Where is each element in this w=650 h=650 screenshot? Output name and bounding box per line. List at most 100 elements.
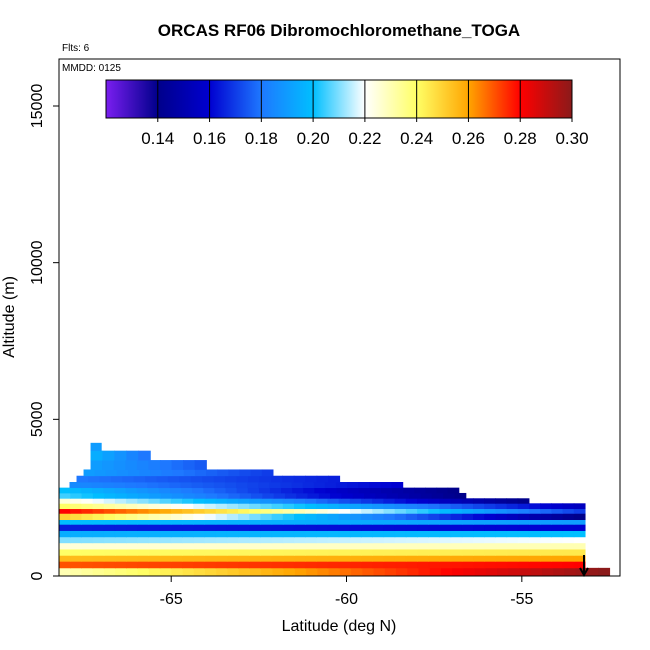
heatmap-cell bbox=[361, 498, 373, 504]
heatmap-cell bbox=[103, 536, 116, 544]
heatmap-cell bbox=[137, 519, 150, 525]
heatmap-cell bbox=[375, 492, 388, 499]
heatmap-cell bbox=[126, 555, 138, 562]
heatmap-cell bbox=[92, 492, 105, 499]
heatmap-cell bbox=[316, 524, 329, 531]
x-axis: -65 -60 -55 bbox=[160, 576, 533, 608]
heatmap-cell bbox=[361, 524, 373, 531]
heatmap-cell bbox=[226, 542, 239, 550]
heatmap-cell bbox=[193, 555, 206, 562]
heatmap-cell bbox=[327, 498, 340, 504]
heatmap-cell bbox=[204, 542, 217, 550]
heatmap-cell bbox=[258, 487, 271, 494]
x-tick-label: -60 bbox=[335, 591, 358, 608]
heatmap-cell bbox=[405, 503, 418, 510]
heatmap-cell bbox=[282, 475, 295, 483]
heatmap-cell bbox=[238, 561, 250, 569]
heatmap-cell bbox=[316, 530, 329, 538]
heatmap-cell bbox=[551, 555, 564, 562]
heatmap-cell bbox=[125, 487, 138, 494]
heatmap-cell bbox=[59, 519, 71, 525]
plot-frame bbox=[58, 58, 621, 577]
heatmap-cell bbox=[383, 508, 396, 514]
heatmap-cell bbox=[305, 508, 317, 514]
heatmap-cell bbox=[305, 561, 317, 569]
heatmap-cell bbox=[148, 561, 161, 569]
date-note: MMDD: 0125 bbox=[62, 63, 121, 74]
heatmap-cell bbox=[137, 513, 150, 520]
heatmap-cell bbox=[193, 549, 206, 556]
heatmap-cell bbox=[125, 482, 137, 489]
heatmap-cell bbox=[271, 549, 284, 556]
heatmap-cell bbox=[293, 536, 306, 544]
heatmap-cell bbox=[70, 555, 82, 562]
heatmap-cell bbox=[473, 508, 485, 514]
heatmap-cell bbox=[70, 542, 82, 550]
heatmap-cell bbox=[282, 498, 295, 504]
heatmap-cell bbox=[407, 567, 420, 577]
heatmap-cell bbox=[158, 482, 171, 489]
heatmap-cell bbox=[214, 487, 227, 494]
heatmap-cell bbox=[102, 450, 115, 461]
heatmap-cell bbox=[383, 513, 396, 520]
heatmap-cell bbox=[103, 567, 116, 577]
heatmap-cell bbox=[428, 524, 441, 531]
heatmap-cell bbox=[249, 508, 262, 514]
heatmap-cell bbox=[364, 492, 376, 499]
heatmap-cell bbox=[293, 530, 306, 538]
heatmap-cell bbox=[148, 524, 161, 531]
heatmap-cell bbox=[249, 503, 262, 510]
heatmap-cell bbox=[551, 508, 564, 514]
heatmap-cell bbox=[70, 536, 82, 544]
heatmap-cell bbox=[417, 549, 429, 556]
heatmap-cell bbox=[306, 567, 318, 577]
heatmap-cell bbox=[562, 503, 575, 510]
heatmap-cell bbox=[59, 555, 71, 562]
colorbar-tick-label: 0.26 bbox=[452, 129, 485, 148]
heatmap-cell bbox=[484, 536, 497, 544]
heatmap-cell bbox=[170, 503, 183, 510]
heatmap-cell bbox=[349, 536, 362, 544]
heatmap-cell bbox=[92, 524, 105, 531]
heatmap-cell bbox=[528, 555, 541, 562]
heatmap-cell bbox=[226, 503, 239, 510]
heatmap-cell bbox=[553, 567, 566, 577]
heatmap-cell bbox=[194, 492, 207, 499]
heatmap-cell bbox=[484, 542, 497, 550]
heatmap-cell bbox=[226, 519, 239, 525]
heatmap-cell bbox=[369, 482, 382, 489]
heatmap-cell bbox=[373, 567, 386, 577]
heatmap-cell bbox=[70, 487, 82, 494]
heatmap-cell bbox=[159, 519, 172, 525]
heatmap-cell bbox=[506, 498, 519, 504]
heatmap-cell bbox=[206, 469, 218, 477]
heatmap-cell bbox=[102, 482, 115, 489]
heatmap-cell bbox=[183, 460, 196, 470]
heatmap-cell bbox=[562, 561, 575, 569]
heatmap-cell bbox=[70, 567, 83, 577]
heatmap-cell bbox=[316, 513, 329, 520]
heatmap-cell bbox=[193, 530, 206, 538]
heatmap-cell bbox=[417, 524, 429, 531]
heatmap-cell bbox=[269, 482, 282, 489]
heatmap-cell bbox=[428, 513, 441, 520]
heatmap-cell bbox=[450, 536, 463, 544]
heatmap-cell bbox=[59, 549, 71, 556]
heatmap-cell bbox=[282, 542, 295, 550]
heatmap-cell bbox=[114, 536, 127, 544]
heatmap-cell bbox=[238, 530, 250, 538]
heatmap-cell bbox=[182, 549, 194, 556]
flights-note: Flts: 6 bbox=[62, 43, 90, 54]
heatmap-cell bbox=[204, 498, 217, 504]
heatmap-cell bbox=[338, 508, 351, 514]
heatmap-cell bbox=[145, 475, 158, 483]
colorbar-tick-label: 0.20 bbox=[297, 129, 330, 148]
heatmap-cell bbox=[148, 530, 161, 538]
heatmap-cell bbox=[497, 567, 509, 577]
heatmap-cell bbox=[193, 524, 206, 531]
heatmap-cell bbox=[182, 555, 194, 562]
heatmap-cell bbox=[282, 508, 295, 514]
heatmap-cell bbox=[125, 460, 138, 470]
heatmap-cell bbox=[540, 508, 552, 514]
heatmap-cell bbox=[81, 508, 94, 514]
